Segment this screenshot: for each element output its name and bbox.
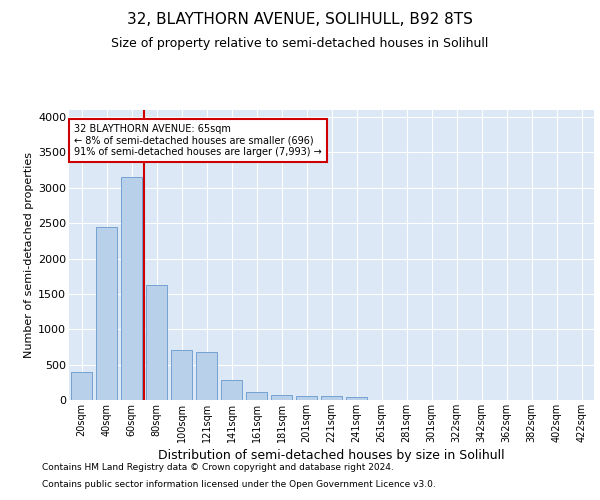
Bar [221, 380, 242, 400]
Y-axis label: Number of semi-detached properties: Number of semi-detached properties [24, 152, 34, 358]
Bar [171, 350, 192, 400]
Bar [71, 372, 92, 400]
Bar [271, 395, 292, 400]
Bar [321, 396, 342, 400]
Text: 32 BLAYTHORN AVENUE: 65sqm
← 8% of semi-detached houses are smaller (696)
91% of: 32 BLAYTHORN AVENUE: 65sqm ← 8% of semi-… [74, 124, 322, 158]
Text: Contains public sector information licensed under the Open Government Licence v3: Contains public sector information licen… [42, 480, 436, 489]
Text: Contains HM Land Registry data © Crown copyright and database right 2024.: Contains HM Land Registry data © Crown c… [42, 464, 394, 472]
Text: Size of property relative to semi-detached houses in Solihull: Size of property relative to semi-detach… [112, 38, 488, 51]
Bar [296, 396, 317, 400]
Bar [96, 226, 117, 400]
Text: 32, BLAYTHORN AVENUE, SOLIHULL, B92 8TS: 32, BLAYTHORN AVENUE, SOLIHULL, B92 8TS [127, 12, 473, 28]
Bar [346, 397, 367, 400]
Bar [196, 352, 217, 400]
Bar [146, 286, 167, 400]
X-axis label: Distribution of semi-detached houses by size in Solihull: Distribution of semi-detached houses by … [158, 449, 505, 462]
Bar [121, 177, 142, 400]
Bar [246, 392, 267, 400]
